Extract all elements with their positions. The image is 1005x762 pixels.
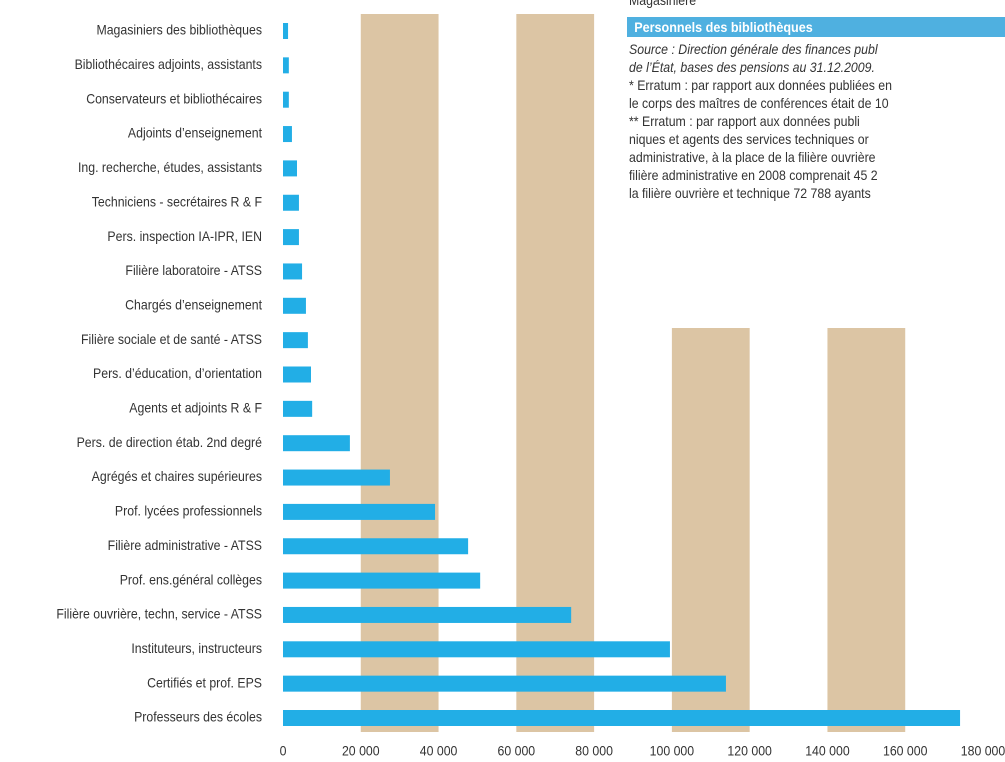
y-tick-label: Chargés d’enseignement: [125, 297, 262, 313]
bar: [283, 710, 961, 726]
bar: [283, 503, 436, 520]
bar: [283, 469, 390, 486]
note-body: Source : Direction générale des finances…: [629, 40, 892, 202]
bar: [283, 23, 289, 39]
bar: [283, 160, 297, 177]
y-tick-label: Conservateurs et bibliothécaires: [86, 91, 262, 107]
y-tick-label: Agrégés et chaires supérieures: [92, 469, 263, 485]
grid-band: [360, 14, 439, 732]
x-tick-label: 100 000: [650, 743, 694, 759]
bar: [283, 91, 289, 108]
bar: [283, 57, 289, 74]
bar: [283, 366, 311, 383]
bar: [283, 263, 303, 280]
x-tick-label: 140 000: [805, 743, 849, 759]
x-tick-label: 40 000: [420, 743, 458, 759]
y-tick-label: Filière sociale et de santé - ATSS: [81, 331, 262, 347]
note-line: le corps des maîtres de conférences étai…: [629, 95, 889, 111]
x-tick-label: 80 000: [575, 743, 613, 759]
y-tick-label: Professeurs des écoles: [134, 709, 262, 725]
bar: [283, 641, 670, 658]
bar: [283, 229, 299, 246]
y-tick-label: Certifiés et prof. EPS: [147, 675, 262, 691]
y-tick-label: Ing. recherche, études, assistants: [78, 159, 262, 175]
bar: [283, 572, 481, 589]
x-tick-label: 120 000: [727, 743, 771, 759]
note-line: ** Erratum : par rapport aux données pub…: [629, 113, 860, 129]
note-line: Source : Direction générale des finances…: [629, 41, 878, 57]
cut-text: Magasinière: [629, 0, 697, 8]
y-tick-label: Pers. inspection IA-IPR, IEN: [107, 228, 262, 244]
note-line: niques et agents des services techniques…: [629, 131, 869, 147]
y-tick-label: Pers. d’éducation, d’orientation: [93, 365, 262, 381]
y-tick-label: Filière ouvrière, techn, service - ATSS: [56, 606, 262, 622]
y-tick-label: Filière laboratoire - ATSS: [125, 262, 262, 278]
note-line: filière administrative en 2008 comprenai…: [629, 167, 878, 183]
bar: [283, 194, 299, 211]
note-line: * Erratum : par rapport aux données publ…: [629, 77, 892, 93]
note-line: de l’État, bases des pensions au 31.12.2…: [629, 59, 875, 75]
x-tick-label: 60 000: [498, 743, 536, 759]
y-tick-label: Pers. de direction étab. 2nd degré: [77, 434, 262, 450]
x-tick-label: 160 000: [883, 743, 927, 759]
bar: [283, 297, 306, 314]
grid-band: [516, 14, 595, 732]
y-tick-label: Prof. lycées professionnels: [115, 503, 262, 519]
note-line: la filière ouvrière et technique 72 788 …: [629, 185, 871, 201]
note-line: administrative, à la place de la filière…: [629, 149, 876, 165]
bar: [283, 400, 313, 417]
bar: [283, 675, 726, 692]
bar: [283, 538, 469, 555]
y-tick-label: Prof. ens.général collèges: [120, 572, 263, 588]
bar: [283, 332, 308, 349]
note-header-text: Personnels des bibliothèques: [634, 19, 813, 35]
y-tick-label: Magasiniers des bibliothèques: [96, 22, 262, 38]
note-header: Personnels des bibliothèques: [627, 17, 1005, 37]
note-box: Magasinière Personnels des bibliothèques…: [627, 0, 1005, 328]
y-tick-label: Filière administrative - ATSS: [108, 537, 263, 553]
y-tick-label: Agents et adjoints R & F: [129, 400, 262, 416]
x-tick-label: 20 000: [342, 743, 380, 759]
bar: [283, 126, 292, 143]
bar: [283, 435, 350, 452]
y-tick-label: Adjoints d’enseignement: [128, 125, 262, 141]
y-tick-label: Bibliothécaires adjoints, assistants: [75, 56, 263, 72]
bar: [283, 606, 572, 623]
x-tick-label: 180 000: [961, 743, 1005, 759]
y-tick-label: Techniciens - secrétaires R & F: [92, 194, 262, 210]
x-tick-label: 0: [280, 743, 287, 759]
y-tick-label: Instituteurs, instructeurs: [131, 640, 262, 656]
